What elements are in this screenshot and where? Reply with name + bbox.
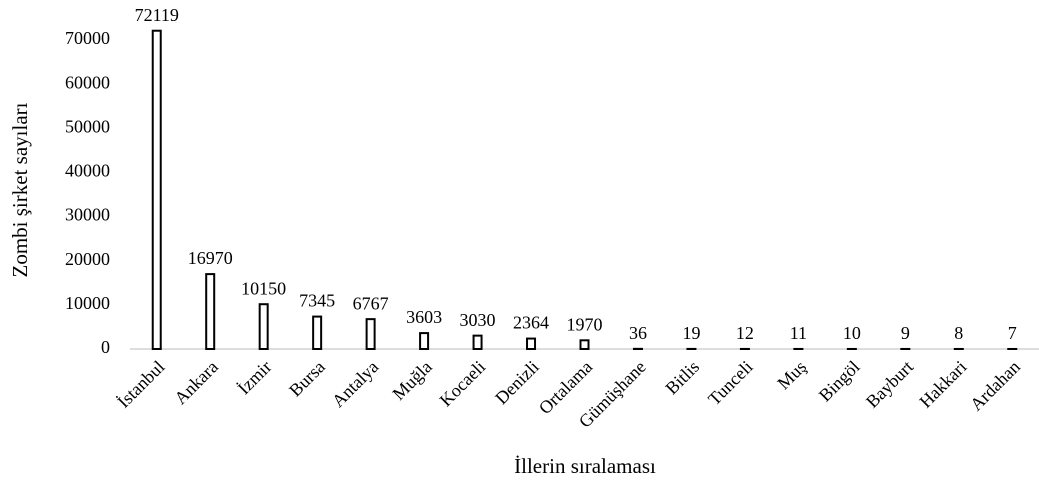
bar: [472, 334, 483, 350]
y-tick-label: 0: [101, 337, 110, 357]
value-label: 7: [1008, 323, 1017, 343]
value-label: 1970: [567, 314, 603, 334]
bar: [258, 303, 269, 351]
bar: [579, 339, 590, 350]
x-tick-label: Ardahan: [966, 357, 1024, 415]
bar: [312, 315, 323, 351]
value-label: 10150: [241, 278, 286, 298]
x-tick-label: Bayburt: [862, 357, 917, 412]
value-label: 10: [843, 323, 861, 343]
value-label: 72119: [135, 5, 179, 25]
y-tick-label: 40000: [65, 161, 110, 181]
y-tick-label: 50000: [65, 116, 110, 136]
bar: [151, 29, 162, 350]
bar: [365, 318, 376, 351]
y-tick-label: 20000: [65, 249, 110, 269]
value-label: 2364: [513, 313, 549, 333]
value-label: 19: [682, 323, 700, 343]
y-tick-label: 70000: [65, 28, 110, 48]
x-tick-label: Bitlis: [661, 357, 703, 399]
value-label: 9: [901, 323, 910, 343]
value-label: 11: [790, 323, 807, 343]
x-tick-label: Ankara: [170, 357, 222, 409]
bar: [205, 273, 216, 351]
x-tick-label: Muş: [773, 357, 810, 394]
value-label: 6767: [353, 293, 389, 313]
x-tick-label: Tunceli: [704, 357, 757, 410]
x-tick-label: Denizli: [491, 357, 543, 409]
x-tick-label: Muğla: [388, 357, 435, 404]
y-tick-label: 30000: [65, 205, 110, 225]
value-label: 3603: [406, 307, 442, 327]
value-label: 8: [954, 323, 963, 343]
y-tick-label: 60000: [65, 72, 110, 92]
x-tick-label: Bingöl: [815, 357, 864, 406]
y-tick-label: 10000: [65, 293, 110, 313]
value-label: 36: [629, 323, 647, 343]
bar: [526, 337, 537, 351]
x-tick-label: Kocaeli: [436, 357, 490, 411]
x-tick-label: İzmir: [234, 357, 276, 399]
y-axis-title: Zombi şirket sayıları: [8, 102, 32, 277]
bar: [419, 332, 430, 350]
x-tick-label: Antalya: [328, 357, 382, 411]
x-axis-title: İllerin sıralaması: [514, 454, 656, 478]
value-label: 7345: [299, 291, 335, 311]
value-label: 12: [736, 323, 754, 343]
value-label: 3030: [460, 310, 496, 330]
value-label: 16970: [188, 248, 233, 268]
x-tick-label: İstanbul: [113, 357, 168, 412]
x-tick-label: Bursa: [285, 357, 329, 401]
x-tick-label: Hakkari: [915, 357, 970, 412]
